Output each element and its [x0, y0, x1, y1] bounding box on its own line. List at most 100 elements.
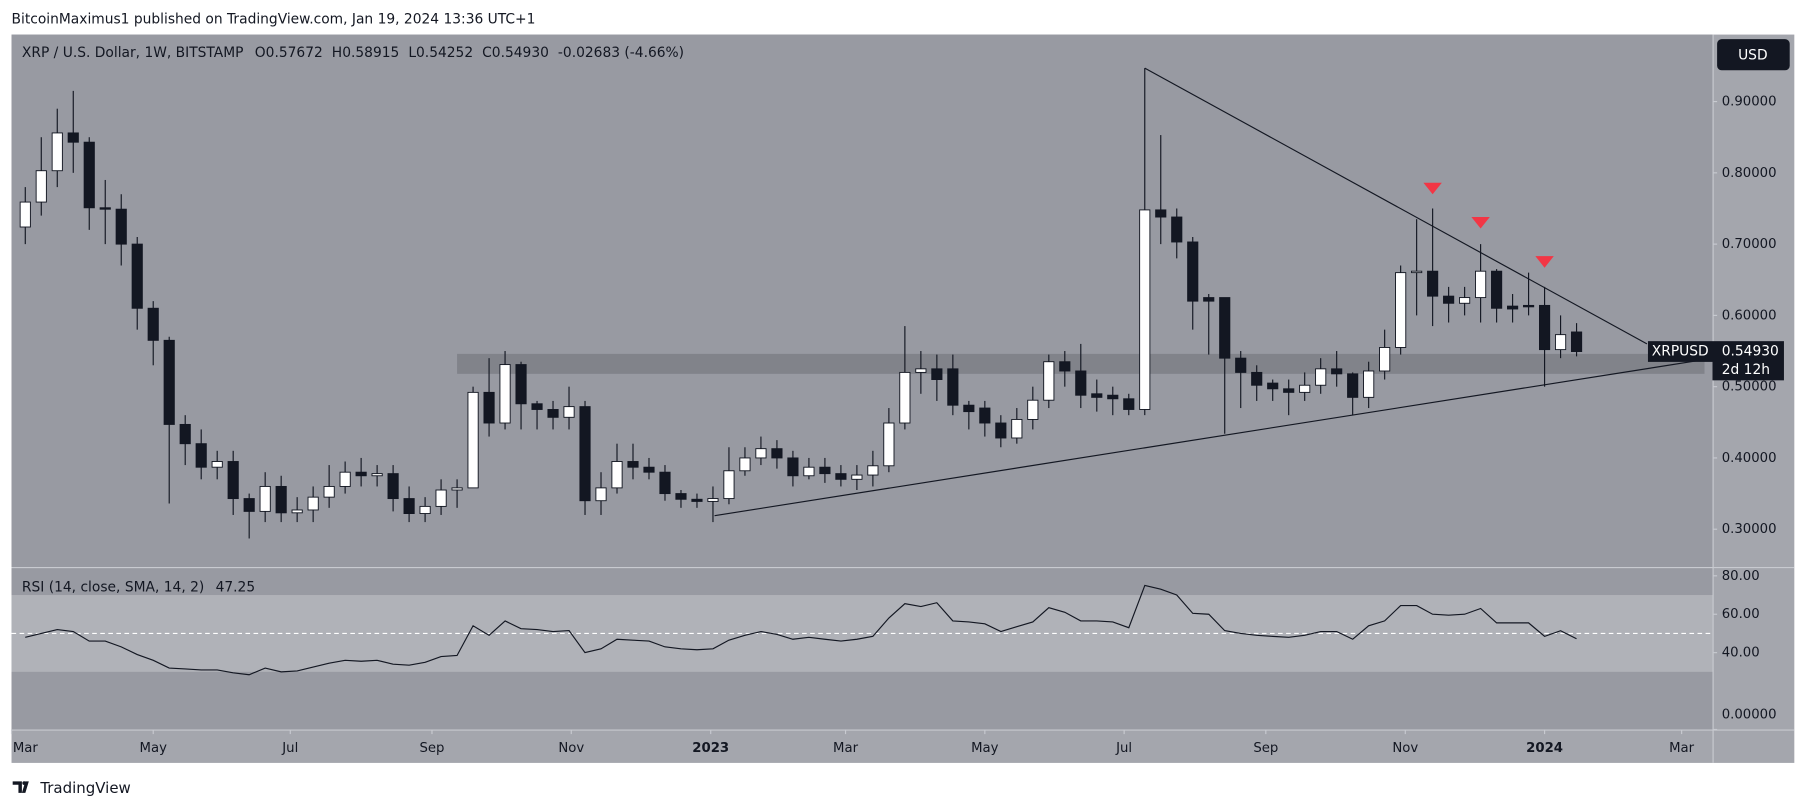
candle-body — [1538, 304, 1551, 351]
candle-body — [1219, 297, 1231, 359]
candle-body — [739, 457, 751, 472]
candle-body — [819, 466, 831, 475]
footer-logo: TradingView — [12, 779, 131, 797]
candle-body — [179, 423, 191, 445]
candle-body — [579, 406, 591, 502]
candle-body — [483, 391, 495, 424]
candle-body — [275, 485, 287, 514]
legend-l-value: 0.54252 — [416, 45, 473, 61]
rsi-y-tick-label: 60.00 — [1722, 607, 1760, 622]
candle-body — [387, 473, 399, 500]
resistance-marker — [1535, 256, 1554, 268]
resistance-marker — [1423, 182, 1442, 195]
footer-brand: TradingView — [39, 779, 130, 797]
x-tick-label: 2024 — [1526, 741, 1563, 756]
candle-body — [1139, 209, 1151, 410]
candle-body — [947, 368, 959, 406]
candle-body — [1475, 270, 1487, 299]
candle-body — [147, 307, 159, 341]
x-tick-label: May — [971, 741, 999, 756]
candle-body — [67, 132, 79, 143]
x-tick-label: Mar — [1669, 741, 1695, 756]
candle-body — [1091, 393, 1103, 398]
trendline — [714, 359, 1705, 517]
candle-body — [1427, 270, 1439, 297]
rsi-y-tick-label: 0.00000 — [1722, 708, 1777, 723]
candle-body — [1011, 418, 1023, 439]
x-tick-label: May — [140, 741, 168, 756]
price-tag-symbol-box — [1647, 341, 1713, 362]
candle-body — [1347, 373, 1359, 398]
candle-body — [595, 487, 607, 502]
candle-body — [1027, 399, 1039, 420]
candle-body — [435, 489, 447, 507]
candle-body — [787, 457, 799, 477]
candle-body — [1171, 216, 1183, 243]
candle-body — [995, 422, 1007, 439]
legend-change: -0.02683 (-4.66%) — [558, 45, 684, 61]
legend-o: O — [255, 45, 266, 61]
x-tick-label: Nov — [1392, 741, 1418, 756]
resistance-marker — [1471, 216, 1490, 229]
candle-body — [1267, 382, 1279, 390]
candle-body — [99, 207, 111, 210]
candle-body — [1315, 368, 1327, 386]
candle-body — [163, 339, 175, 425]
candle-body — [1187, 241, 1199, 302]
candle-body — [1075, 370, 1087, 396]
rsi-y-tick-label: 80.00 — [1722, 569, 1760, 584]
y-tick-label: 0.70000 — [1722, 237, 1777, 252]
candle-body — [659, 471, 671, 495]
candle-body — [899, 371, 911, 424]
legend-h-value: 0.58915 — [342, 45, 399, 61]
legend-c: C — [482, 45, 492, 61]
candle-body — [291, 509, 303, 514]
candle-body — [355, 471, 367, 477]
rsi-y-tick-label: 40.00 — [1722, 646, 1760, 661]
candle-body — [211, 461, 223, 468]
candle-body — [867, 465, 879, 476]
candle-body — [835, 473, 847, 480]
x-tick-label: Nov — [558, 741, 584, 756]
candle-body — [1299, 384, 1311, 393]
candle-body — [531, 403, 543, 410]
candle-body — [35, 170, 47, 203]
x-tick-label: Sep — [1253, 741, 1278, 756]
candle-body — [467, 391, 479, 489]
trendline — [1144, 67, 1648, 345]
candle-body — [851, 474, 863, 480]
chart-layer: 0.30000 0.40000 0.50000 0.60000 0.70000 0.800… — [10, 67, 1784, 756]
y-tick-label: 0.40000 — [1722, 451, 1777, 466]
rsi-title: RSI (14, close, SMA, 14, 2) — [22, 580, 204, 596]
candle-body — [563, 406, 575, 418]
candle-body — [1059, 361, 1071, 372]
legend-l: L — [408, 45, 416, 61]
rsi-last: 47.25 — [216, 580, 256, 596]
price-tag-box — [1712, 341, 1784, 381]
candle-body — [915, 368, 927, 373]
x-tick-label: 2023 — [692, 741, 729, 756]
candle-body — [883, 422, 895, 467]
candle-body — [515, 364, 527, 405]
legend-h: H — [332, 45, 342, 61]
rsi-legend: RSI (14, close, SMA, 14, 2) 47.25 — [22, 580, 255, 596]
candle-body — [931, 368, 943, 381]
candle-body — [627, 461, 639, 468]
candle-body — [611, 461, 623, 489]
candle-body — [675, 493, 687, 500]
candle-body — [403, 498, 415, 514]
candle-body — [195, 443, 207, 468]
candle-body — [547, 409, 559, 418]
legend-o-value: 0.57672 — [266, 45, 323, 61]
candle-body — [419, 505, 431, 514]
currency-label[interactable]: USD — [1738, 47, 1768, 63]
currency-button[interactable] — [1717, 39, 1790, 71]
x-tick-label: Mar — [13, 741, 39, 756]
publisher-line: BitcoinMaximus1 published on TradingView… — [12, 12, 536, 28]
candle-body — [51, 132, 63, 172]
y-tick-label: 0.60000 — [1722, 308, 1777, 323]
candle-body — [1203, 297, 1215, 302]
y-tick-label: 0.50000 — [1722, 380, 1777, 395]
candle-body — [691, 498, 703, 502]
